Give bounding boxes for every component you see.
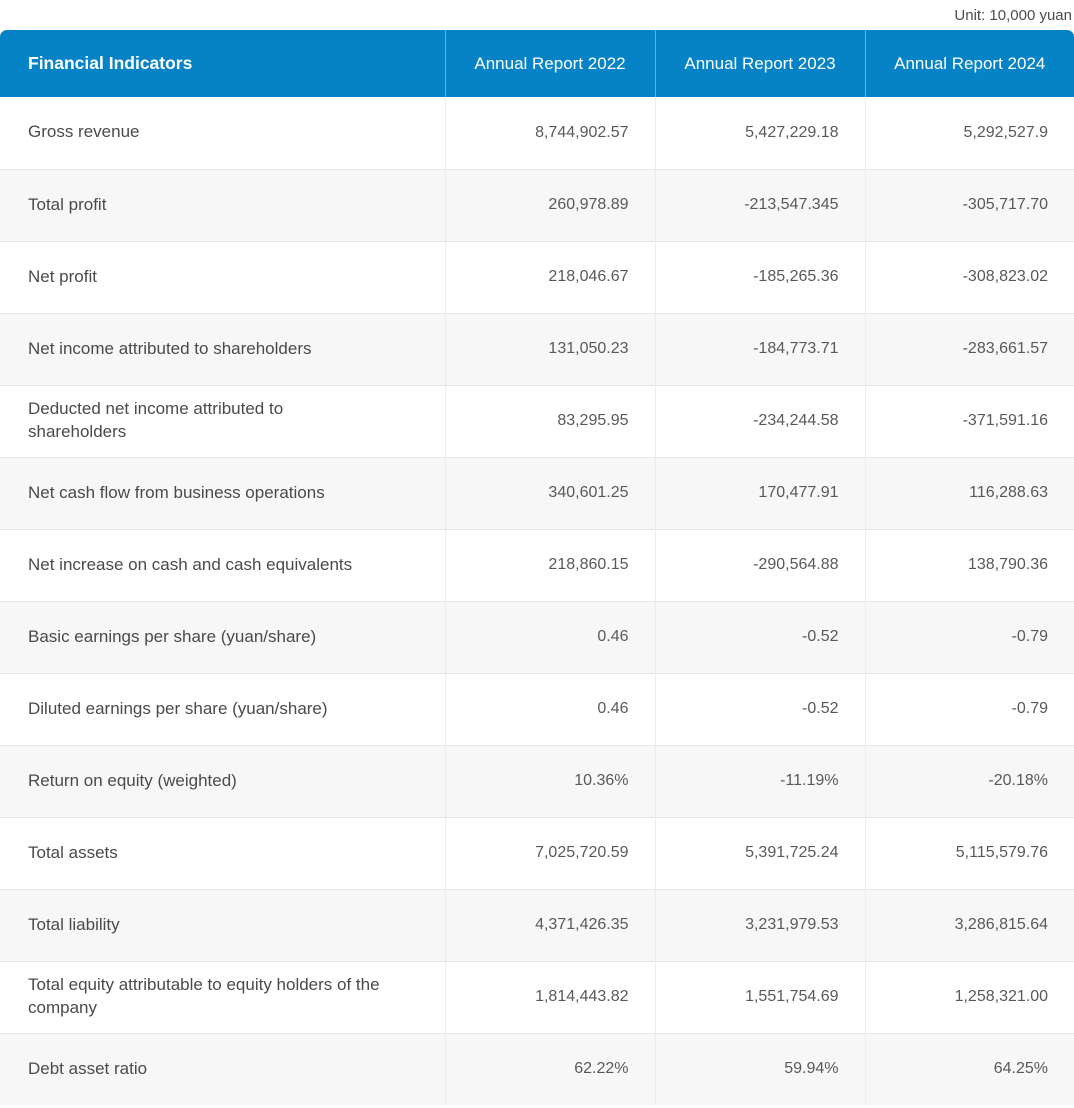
- cell-value: 260,978.89: [444, 168, 655, 241]
- table-row: Total equity attributable to equity hold…: [0, 960, 1074, 1033]
- row-label: Net income attributed to shareholders: [0, 312, 445, 385]
- cell-value: 0.46: [444, 672, 655, 745]
- table-row: Diluted earnings per share (yuan/share) 0…: [0, 672, 1074, 745]
- table-row: Deducted net income attributed to shareh…: [0, 384, 1074, 457]
- table-row: Total liability 4,371,426.35 3,231,979.53 3…: [0, 888, 1074, 961]
- table-row: Return on equity (weighted) 10.36% -11.19%…: [0, 744, 1074, 817]
- header-financial-indicators: Financial Indicators: [0, 30, 445, 97]
- cell-value: 1,258,321.00: [864, 960, 1074, 1033]
- cell-value: -213,547.345: [654, 168, 865, 241]
- row-label: Total assets: [0, 816, 445, 889]
- table-row: Net cash flow from business operations 34…: [0, 456, 1074, 529]
- row-label: Net cash flow from business operations: [0, 456, 445, 529]
- cell-value: 10.36%: [444, 744, 655, 817]
- table-row: Total profit 260,978.89 -213,547.345 -305,7…: [0, 168, 1074, 241]
- cell-value: -290,564.88: [654, 528, 865, 601]
- cell-value: 218,046.67: [444, 240, 655, 313]
- cell-value: -308,823.02: [864, 240, 1074, 313]
- cell-value: 131,050.23: [444, 312, 655, 385]
- row-label: Total equity attributable to equity hold…: [0, 960, 445, 1033]
- table-body: Gross revenue 8,744,902.57 5,427,229.18 5,2…: [0, 97, 1074, 1105]
- row-label: Gross revenue: [28, 122, 140, 142]
- header-annual-report-col-2: Annual Report 2023: [654, 30, 865, 97]
- header-annual-report-col-3: Annual Report 2024: [864, 30, 1074, 97]
- row-label: Total liability: [0, 888, 445, 961]
- financial-indicators-table: Financial Indicators Annual Report 2022 A…: [0, 30, 1074, 1105]
- cell-value: 1,551,754.69: [654, 960, 865, 1033]
- table-row: Debt asset ratio 62.22% 59.94% 64.25%: [0, 1032, 1074, 1105]
- cell-value: -0.79: [864, 672, 1074, 745]
- cell-value: -184,773.71: [654, 312, 865, 385]
- cell-value: 62.22%: [444, 1032, 655, 1105]
- cell-value: 5,292,527.9: [864, 97, 1074, 169]
- header-annual-report-col-1: Annual Report 2022: [444, 30, 655, 97]
- cell-value: -234,244.58: [654, 384, 865, 457]
- cell-value: 170,477.91: [654, 456, 865, 529]
- cell-value: 138,790.36: [864, 528, 1074, 601]
- table-header-row: Financial Indicators Annual Report 2022 A…: [0, 30, 1074, 97]
- cell-value: -283,661.57: [864, 312, 1074, 385]
- cell-value: -0.52: [654, 600, 865, 673]
- cell-value: 8,744,902.57: [444, 97, 655, 169]
- row-label: Deducted net income attributed to shareh…: [0, 384, 445, 457]
- cell-value: 3,286,815.64: [864, 888, 1074, 961]
- table-row: Total assets 7,025,720.59 5,391,725.24 5,11…: [0, 816, 1074, 889]
- row-label: Total profit: [0, 168, 445, 241]
- cell-value: -305,717.70: [864, 168, 1074, 241]
- table-row: Net profit 218,046.67 -185,265.36 -308,823.…: [0, 240, 1074, 313]
- cell-value: 5,391,725.24: [654, 816, 865, 889]
- cell-value: 5,115,579.76: [864, 816, 1074, 889]
- row-label: Basic earnings per share (yuan/share): [0, 600, 445, 673]
- table-row: Net increase on cash and cash equivalent…: [0, 528, 1074, 601]
- cell-value: 1,814,443.82: [444, 960, 655, 1033]
- cell-value: -0.79: [864, 600, 1074, 673]
- cell-value: -11.19%: [654, 744, 865, 817]
- cell-value: 3,231,979.53: [654, 888, 865, 961]
- cell-value: 7,025,720.59: [444, 816, 655, 889]
- cell-value: 340,601.25: [444, 456, 655, 529]
- row-label: Return on equity (weighted): [0, 744, 445, 817]
- cell-value: 0.46: [444, 600, 655, 673]
- unit-note: Unit: 10,000 yuan: [954, 6, 1072, 24]
- row-label: Net profit: [0, 240, 445, 313]
- cell-value: -185,265.36: [654, 240, 865, 313]
- cell-value: 5,427,229.18: [654, 97, 865, 169]
- cell-value: 83,295.95: [444, 384, 655, 457]
- cell-value: 59.94%: [654, 1032, 865, 1105]
- cell-value: 116,288.63: [864, 456, 1074, 529]
- cell-value: -20.18%: [864, 744, 1074, 817]
- cell-value: 64.25%: [864, 1032, 1074, 1105]
- cell-value: -0.52: [654, 672, 865, 745]
- cell-value: 218,860.15: [444, 528, 655, 601]
- cell-value: 4,371,426.35: [444, 888, 655, 961]
- table-row: Basic earnings per share (yuan/share) 0.4…: [0, 600, 1074, 673]
- row-label: Debt asset ratio: [0, 1032, 445, 1105]
- cell-value: -371,591.16: [864, 384, 1074, 457]
- row-label: Diluted earnings per share (yuan/share): [0, 672, 445, 745]
- row-label: Net increase on cash and cash equivalent…: [0, 528, 445, 601]
- table-row: Net income attributed to shareholders 131…: [0, 312, 1074, 385]
- table-row: Gross revenue 8,744,902.57 5,427,229.18 5,2…: [0, 97, 1074, 169]
